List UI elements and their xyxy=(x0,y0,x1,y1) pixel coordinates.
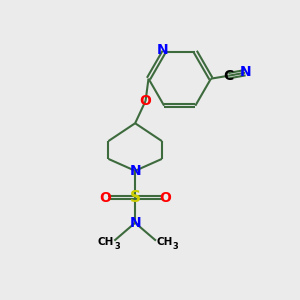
Text: CH: CH xyxy=(98,237,114,247)
Text: N: N xyxy=(129,216,141,230)
Text: O: O xyxy=(140,94,152,108)
Text: 3: 3 xyxy=(173,242,178,251)
Text: N: N xyxy=(240,65,251,79)
Text: CH: CH xyxy=(156,237,172,247)
Text: O: O xyxy=(159,190,171,205)
Text: N: N xyxy=(129,164,141,178)
Text: C: C xyxy=(224,69,234,83)
Text: 3: 3 xyxy=(114,242,120,251)
Text: O: O xyxy=(100,190,111,205)
Text: N: N xyxy=(157,43,168,57)
Text: S: S xyxy=(130,190,141,205)
